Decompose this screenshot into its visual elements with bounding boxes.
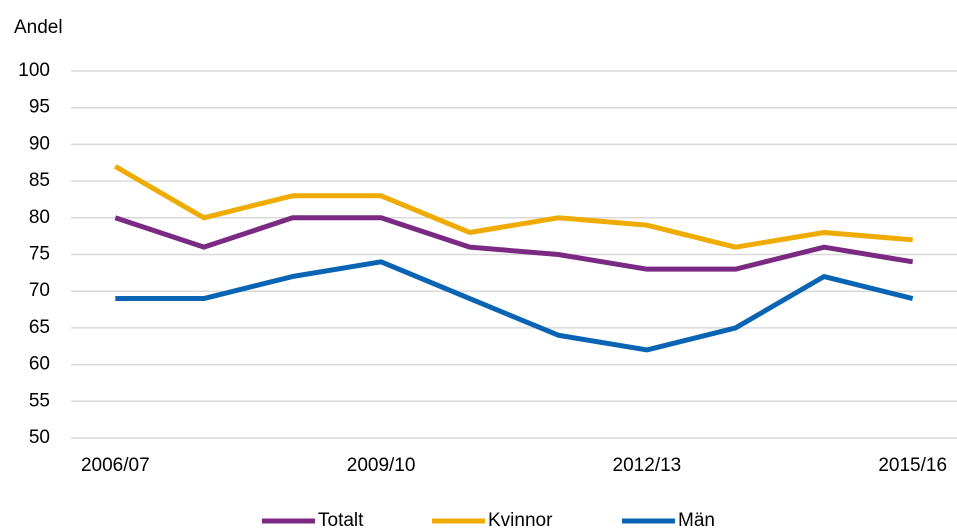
y-tick-label: 70 xyxy=(29,280,50,301)
y-tick-label: 60 xyxy=(29,354,50,375)
x-tick-label: 2009/10 xyxy=(347,455,416,476)
legend-label: Kvinnor xyxy=(488,510,553,531)
line xyxy=(114,164,913,250)
x-tick-label: 2012/13 xyxy=(613,455,682,476)
y-tick-label: 75 xyxy=(29,244,50,265)
y-axis-label: Andel xyxy=(14,17,63,38)
y-tick-label: 100 xyxy=(18,60,50,81)
legend-label: Totalt xyxy=(318,510,364,531)
line xyxy=(114,215,914,272)
legend-label: Män xyxy=(678,510,715,531)
y-tick-label: 90 xyxy=(29,133,50,154)
y-tick-label: 55 xyxy=(29,390,50,411)
y-tick-label: 50 xyxy=(29,427,50,448)
y-tick-label: 80 xyxy=(29,207,50,228)
x-tick-label: 2006/07 xyxy=(81,455,150,476)
y-tick-label: 65 xyxy=(29,317,50,338)
y-tick-label: 85 xyxy=(29,170,50,191)
y-tick-label: 95 xyxy=(29,97,50,118)
line xyxy=(115,259,914,353)
x-tick-label: 2015/16 xyxy=(878,455,947,476)
